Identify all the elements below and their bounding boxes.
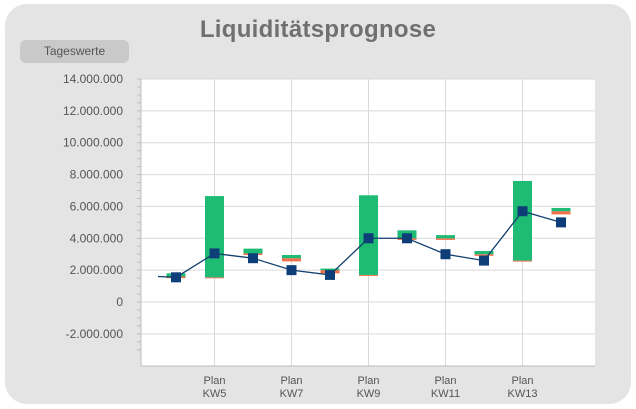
inflow-bar	[205, 196, 224, 278]
x-tick-label: KW5	[203, 388, 227, 400]
y-tick-label: 12.000.000	[63, 104, 123, 118]
x-tick-label: KW13	[508, 388, 538, 400]
balance-marker	[248, 253, 258, 264]
outflow-bar	[513, 260, 532, 262]
x-tick-label: Plan	[203, 375, 225, 387]
outflow-bar	[359, 274, 378, 276]
balance-marker	[440, 249, 451, 260]
x-tick-label: Plan	[511, 375, 533, 387]
y-tick-label: 10.000.000	[63, 136, 123, 150]
outflow-bar	[282, 258, 301, 262]
inflow-bar	[436, 235, 455, 239]
balance-marker	[209, 248, 220, 259]
inflow-bar	[551, 208, 571, 212]
y-tick-label: 2.000.000	[70, 263, 124, 277]
balance-marker	[402, 233, 412, 244]
y-tick-label: 0	[116, 295, 123, 309]
x-tick-label: KW9	[357, 388, 381, 400]
balance-marker	[286, 265, 297, 276]
inflow-bar	[282, 255, 301, 259]
y-tick-label: 14.000.000	[63, 72, 123, 86]
x-tick-label: Plan	[280, 375, 302, 387]
balance-marker	[517, 206, 528, 217]
balance-marker	[325, 269, 335, 280]
x-tick-label: Plan	[434, 375, 456, 387]
y-tick-label: 4.000.000	[70, 231, 124, 245]
y-tick-label: 8.000.000	[70, 168, 124, 182]
chart-title: Liquiditätsprognose	[199, 16, 437, 43]
inflow-bar	[474, 251, 494, 255]
balance-marker	[171, 272, 181, 283]
inflow-bar	[513, 180, 532, 261]
outflow-bar	[205, 277, 224, 279]
inflow-bar	[320, 268, 340, 271]
x-tick-label: KW11	[431, 388, 460, 400]
y-tick-label: 6.000.000	[70, 199, 124, 213]
outflow-bar	[551, 211, 571, 215]
balance-line	[157, 210, 562, 278]
balance-marker	[479, 255, 489, 266]
balance-marker	[363, 233, 374, 244]
balance-marker	[556, 217, 566, 228]
inflow-bar	[243, 248, 263, 254]
y-tick-label: -2.000.000	[66, 327, 124, 341]
outflow-bar	[436, 238, 455, 240]
x-tick-label: Plan	[357, 375, 379, 387]
x-tick-label: KW7	[280, 388, 304, 400]
outflow-bar	[474, 254, 494, 256]
tageswerte-button[interactable]: Tageswerte	[20, 40, 129, 63]
